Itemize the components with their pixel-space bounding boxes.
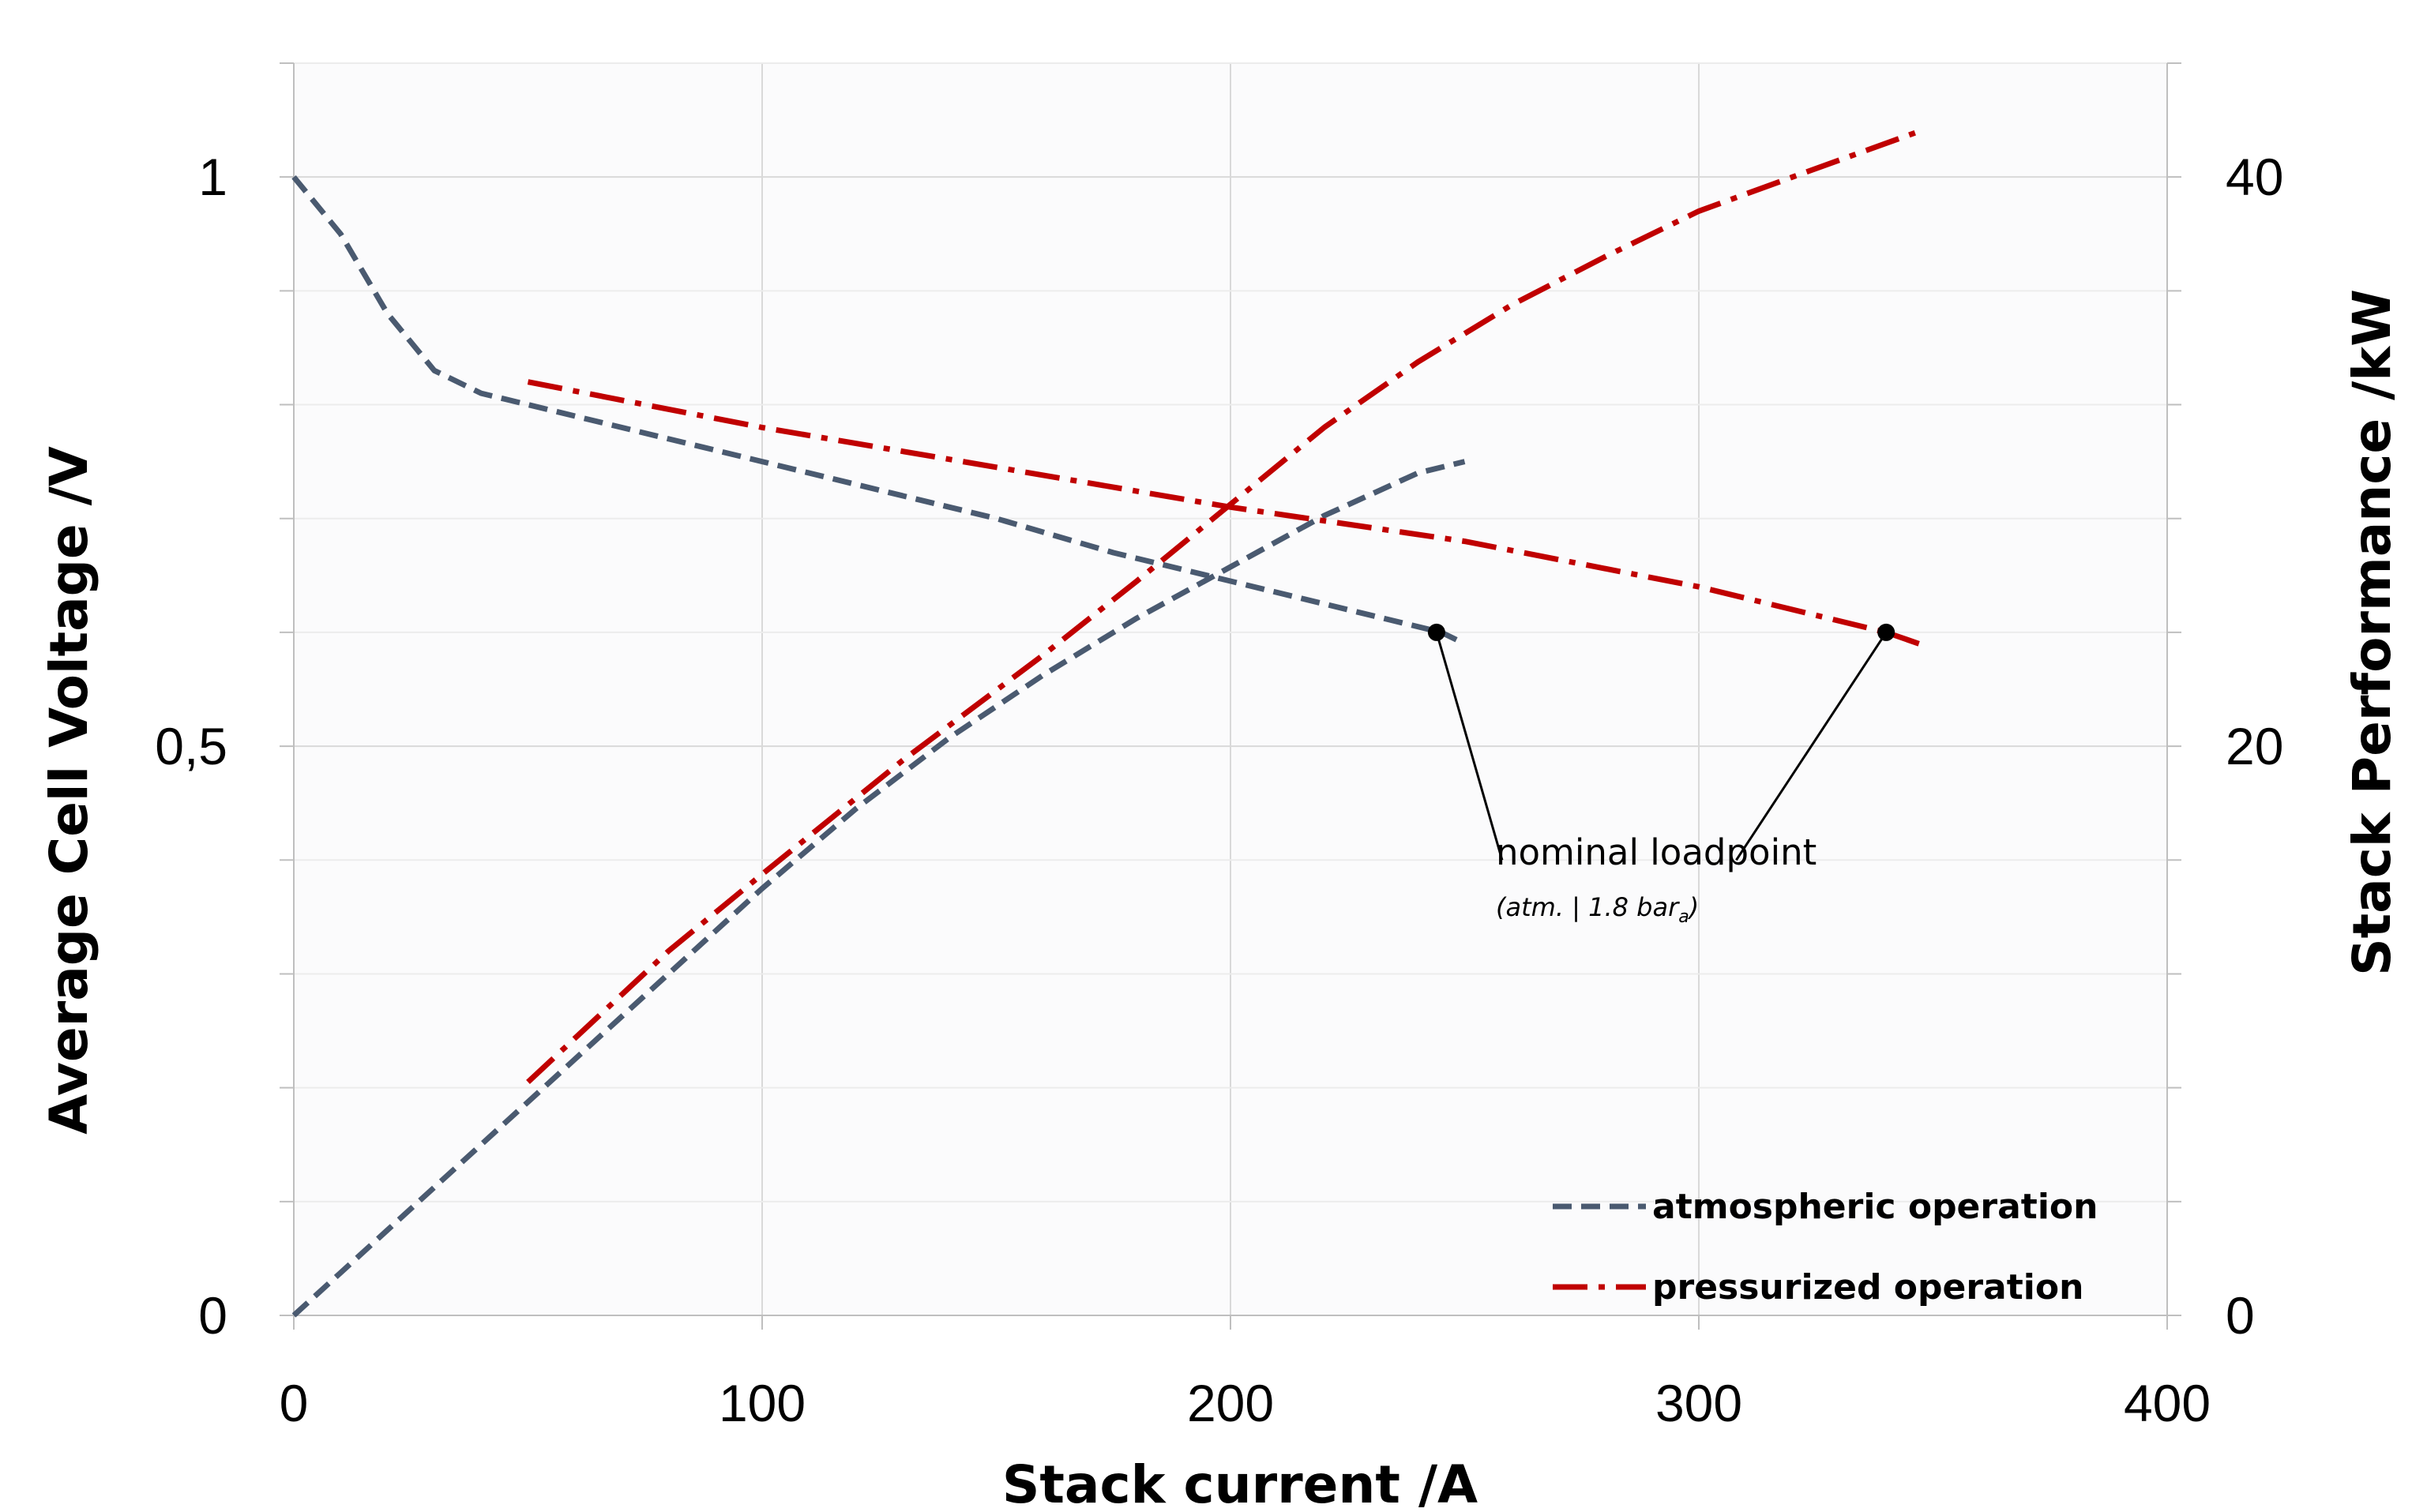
legend-label-atmospheric: atmospheric operation — [1652, 1187, 2098, 1227]
y2-axis-title: Stack Performance /kW — [2342, 289, 2403, 976]
grid — [294, 62, 2168, 1315]
x-tick-label-4: 400 — [2124, 1374, 2211, 1432]
annotation-sublabel: (atm. | 1.8 bara) — [1496, 892, 1699, 927]
annotation-sub-prefix: (atm. | 1.8 bar — [1496, 892, 1680, 922]
legend-label-pressurized: pressurized operation — [1652, 1267, 2083, 1308]
annotation-sub-subscript: a — [1678, 907, 1689, 927]
annotation-label: nominal loadpoint — [1496, 831, 1817, 873]
y2-tick-label-2: 40 — [2226, 148, 2283, 206]
series-layer — [291, 129, 1920, 1318]
series-atmospheric-operation-power — [291, 459, 1466, 1318]
series-atmospheric-operation-voltage — [291, 174, 1467, 647]
axes — [280, 62, 2181, 1330]
x-tick-label-1: 100 — [719, 1374, 806, 1432]
series-pressurized-operation-power — [526, 129, 1920, 1084]
annotation-sub-suffix: ) — [1688, 892, 1699, 922]
nominal-loadpoint-marker-1 — [1877, 623, 1895, 641]
annotation-leader-line-0 — [1435, 632, 1504, 861]
legend: atmospheric operation pressurized operat… — [1553, 1187, 2098, 1308]
annotation-leader-line-1 — [1735, 632, 1888, 861]
y2-tick-label-1: 20 — [2226, 717, 2283, 775]
y-axis-title: Average Cell Voltage /V — [39, 446, 100, 1135]
annotation-leaders — [1435, 632, 1888, 861]
series-pressurized-operation-voltage — [527, 379, 1920, 647]
y-tick-label-1: 0,5 — [155, 717, 227, 775]
x-tick-label-3: 300 — [1655, 1374, 1742, 1432]
tick-labels: 0 100 200 300 400 0 0,5 1 0 20 40 — [155, 148, 2283, 1432]
y2-tick-label-0: 0 — [2226, 1286, 2255, 1345]
y-tick-label-2: 1 — [198, 148, 227, 206]
markers-layer — [1427, 623, 1895, 641]
nominal-loadpoint-marker-0 — [1427, 623, 1445, 641]
y-tick-label-0: 0 — [198, 1286, 227, 1345]
x-tick-label-0: 0 — [280, 1374, 309, 1432]
x-axis-title: Stack current /A — [1002, 1454, 1478, 1512]
x-tick-label-2: 200 — [1187, 1374, 1274, 1432]
